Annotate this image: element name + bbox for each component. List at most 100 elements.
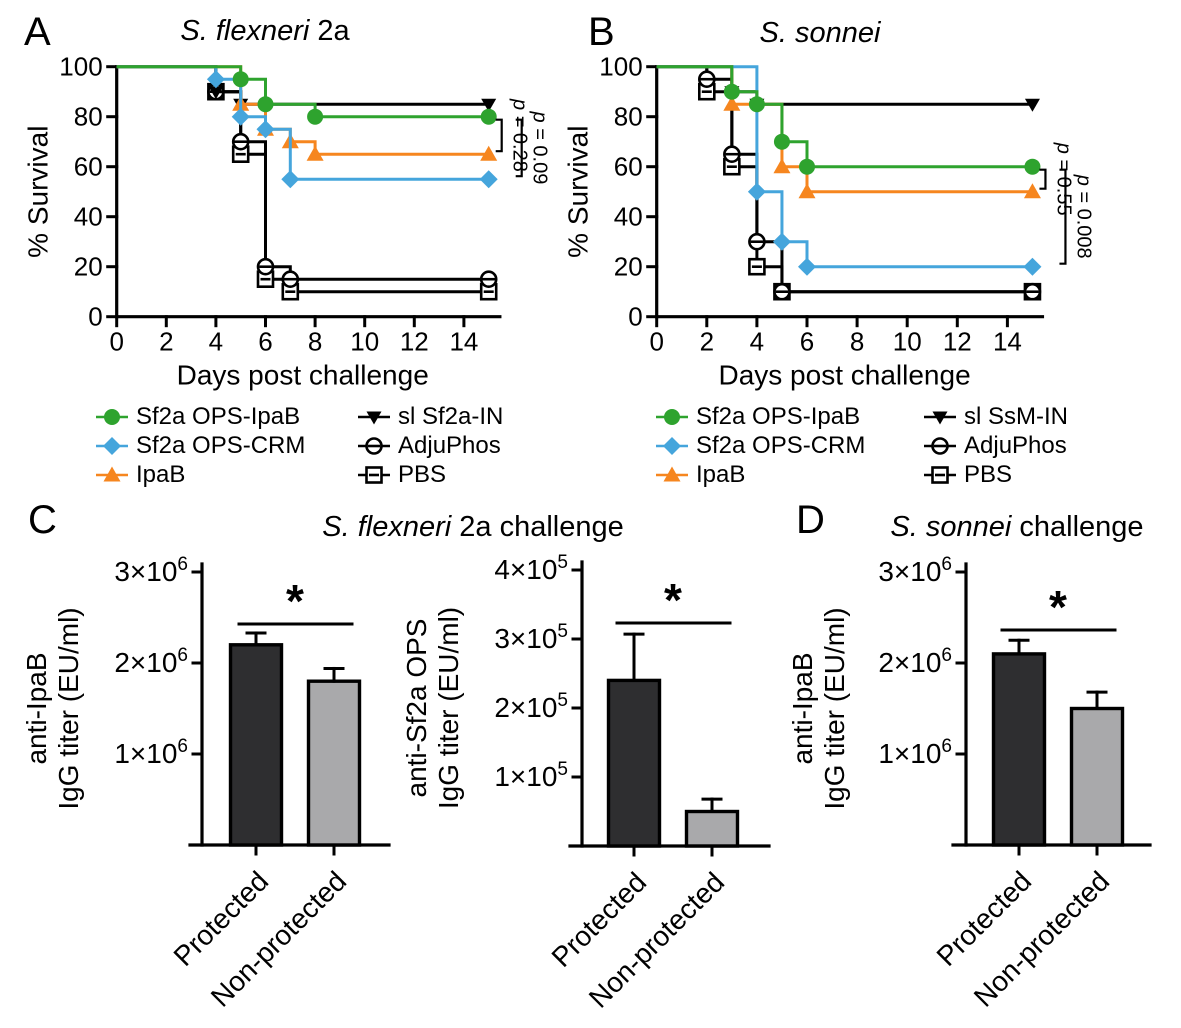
pvalue-label: p = 0.008 <box>1072 174 1094 259</box>
y-tick-label: 100 <box>599 52 642 82</box>
legend-item-sf2a-ops-crm: Sf2a OPS-CRM <box>95 431 305 460</box>
legend-item-label: Sf2a OPS-IpaB <box>136 402 301 430</box>
diamond-legend-icon <box>96 436 128 455</box>
x-axis-label: Days post challenge <box>718 360 970 391</box>
marker-circle-open <box>281 270 300 289</box>
survival-series-ipab <box>116 65 498 161</box>
x-tick-label: 4 <box>750 327 764 357</box>
legend-item-label: PBS <box>964 460 1013 488</box>
marker-triangle-up <box>723 95 741 111</box>
panel-d-title-italic: S. sonnei <box>890 511 1012 543</box>
x-tick-label: 14 <box>449 327 478 357</box>
x-tick-label: 2 <box>700 327 714 357</box>
panel-a-label: A <box>24 10 51 54</box>
y-tick-label: 0 <box>628 302 642 332</box>
panel-d-title-regular: challenge <box>1011 511 1144 543</box>
y-axis-label-line: IgG titer (EU/ml) <box>53 607 84 809</box>
marker-endpoint <box>1023 183 1041 199</box>
x-tick-label: 8 <box>308 327 322 357</box>
x-tick-label: 0 <box>109 327 123 357</box>
diamond-legend-icon <box>656 436 688 455</box>
x-tick-label: 4 <box>209 327 223 357</box>
marker-endpoint <box>480 108 497 125</box>
marker-circle <box>232 71 249 88</box>
bar-chart-d: 1×1062×1063×106ProtectedNon-protected*an… <box>787 554 1152 1013</box>
y-tick-label: 80 <box>614 102 643 132</box>
panel-d-label: D <box>796 498 825 542</box>
legend-item-sf2a-ops-ipab: Sf2a OPS-IpaB <box>655 402 865 431</box>
x-tick-label: 12 <box>400 327 429 357</box>
legend-item-sf2a-ops-crm: Sf2a OPS-CRM <box>655 431 865 460</box>
x-tick-label: 8 <box>850 327 864 357</box>
marker-endpoint <box>1023 282 1042 301</box>
pvalue-label: p = 0.55 <box>1052 142 1074 216</box>
y-tick-label: 20 <box>614 252 643 282</box>
marker-square-open <box>748 257 766 276</box>
marker-circle-open <box>723 145 741 163</box>
survival-series-adjuphos <box>116 65 498 289</box>
y-tick-label: 1×105 <box>494 759 568 792</box>
marker-square-open <box>256 270 275 289</box>
survival-curve <box>116 65 489 106</box>
survival-series-sf2a-ops-crm <box>656 65 1042 276</box>
legend-item-label: sl Sf2a-IN <box>398 402 504 430</box>
marker-triangle-up <box>773 158 791 174</box>
marker-triangle-down <box>932 411 948 424</box>
y-axis-label: % Survival <box>23 126 54 258</box>
y-tick-label: 60 <box>74 152 103 182</box>
marker-triangle-down <box>208 86 224 100</box>
marker-diamond <box>256 120 275 139</box>
marker-circle-open <box>365 436 383 455</box>
bar-protected <box>228 643 284 847</box>
legend-b-column-1: Sf2a OPS-IpaB Sf2a OPS-CRM IpaB <box>655 402 865 489</box>
y-tick-label: 100 <box>59 52 102 82</box>
y-tick-label: 3×106 <box>114 554 188 587</box>
survival-series-pbs <box>656 65 1042 301</box>
legend-item-label: Sf2a OPS-CRM <box>136 431 306 459</box>
legend-item-pbs: PBS <box>357 460 503 489</box>
legend-item-ipab: IpaB <box>95 460 305 489</box>
survival-panel-B: 0 20 40 60 80 100 0 2 4 6 8 10 12 14 Days post challen… <box>563 52 1095 391</box>
survival-curve <box>656 65 1033 169</box>
legend-item-ipab: IpaB <box>655 460 865 489</box>
x-tick-label: 10 <box>350 327 379 357</box>
legend-item-label: PBS <box>398 460 447 488</box>
y-tick-label: 2×106 <box>114 645 188 678</box>
y-tick-label: 0 <box>88 302 102 332</box>
category-label: Non-protected <box>968 865 1115 1012</box>
circle-open-legend-icon <box>358 436 390 455</box>
y-axis-label-line: IgG titer (EU/ml) <box>819 607 850 809</box>
legend-item-sl-sf2a-in: sl Sf2a-IN <box>357 402 503 431</box>
y-axis-label-line: anti-IpaB <box>787 652 818 764</box>
marker-circle-open <box>748 232 766 251</box>
legend-item-sl-ssm-in: sl SsM-IN <box>923 402 1068 431</box>
square-open-legend-icon <box>358 465 390 484</box>
survival-curve <box>116 65 489 119</box>
y-tick-label: 2×106 <box>878 645 952 678</box>
legend-a-column-1: Sf2a OPS-IpaB Sf2a OPS-CRM IpaB <box>95 402 305 489</box>
survival-curve <box>116 65 489 181</box>
y-tick-label: 60 <box>614 152 643 182</box>
marker-circle <box>664 408 680 425</box>
marker-endpoint <box>479 170 498 189</box>
marker-diamond <box>206 70 225 89</box>
legend-item-label: Sf2a OPS-CRM <box>696 431 866 459</box>
y-axis-label-line: anti-IpaB <box>21 652 52 764</box>
legend-item-label: IpaB <box>136 460 186 488</box>
survival-series-sf2a-ops-ipab <box>116 65 497 125</box>
marker-diamond <box>103 436 121 455</box>
survival-series-adjuphos <box>656 65 1042 301</box>
marker-endpoint <box>1024 158 1041 175</box>
y-tick-label: 1×106 <box>878 736 952 769</box>
y-tick-label: 40 <box>614 202 643 232</box>
legend-item-adjuphos: AdjuPhos <box>923 431 1068 460</box>
marker-triangle-up <box>663 466 681 481</box>
legend-item-label: AdjuPhos <box>964 431 1067 459</box>
marker-circle-open <box>931 436 949 455</box>
marker-circle <box>773 133 790 150</box>
marker-circle-open <box>697 70 716 88</box>
y-tick-label: 2×105 <box>494 690 568 723</box>
marker-circle <box>723 83 740 100</box>
